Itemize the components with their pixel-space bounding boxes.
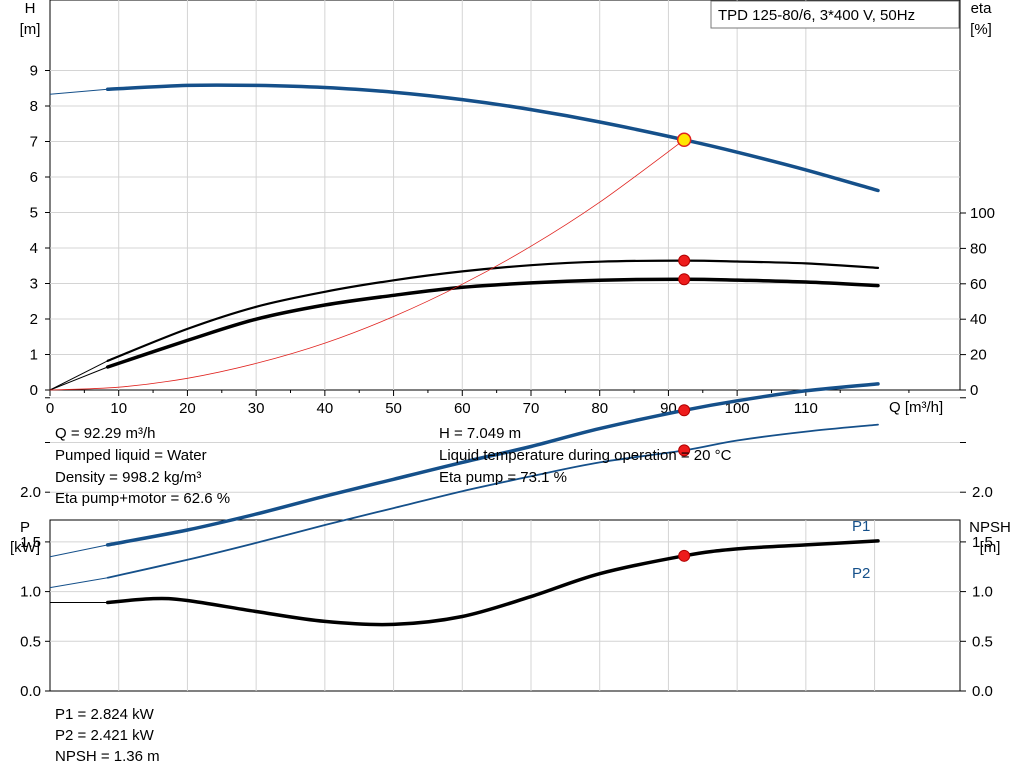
y-tick-label-right: 0.0 — [972, 683, 993, 700]
series-label-p2: P2 — [852, 565, 870, 582]
y-axis-label-left: H — [25, 0, 36, 17]
p1-readout: P1 = 2.824 kW — [55, 706, 154, 723]
curve-P1 — [105, 382, 880, 547]
y-axis-unit-right: [%] — [970, 21, 992, 38]
x-tick-label: 100 — [725, 400, 750, 417]
y-axis-label-right: eta — [971, 0, 993, 17]
x-tick-label: 30 — [248, 400, 265, 417]
x-tick-label: 0 — [46, 400, 54, 417]
y-axis-label-right: NPSH — [969, 519, 1011, 536]
y-tick-label-left: 0.0 — [20, 683, 41, 700]
temperature-readout: Liquid temperature during operation = 20… — [439, 447, 732, 464]
operating-point-marker — [678, 444, 691, 457]
y-tick-label-left: 8 — [30, 98, 38, 115]
x-tick-label: 60 — [454, 400, 471, 417]
y-tick-label-right: 80 — [970, 240, 987, 257]
y-tick-label-left: 1.0 — [20, 584, 41, 601]
y-tick-label-left: 1 — [30, 347, 38, 364]
chart-performance: 0 10 20 30 40 50 60 70 80 90 100 110012345678902040… — [20, 0, 995, 417]
curve-eta_total — [105, 277, 880, 369]
y-tick-label-right: 20 — [970, 347, 987, 364]
y-axis-unit-right: [m] — [980, 539, 1001, 556]
x-axis-label-bg — [888, 395, 958, 415]
density-readout: Density = 998.2 kg/m³ — [55, 469, 202, 486]
eta-total-readout: Eta pump+motor = 62.6 % — [55, 490, 231, 507]
y-tick-label-right: 2.0 — [972, 484, 993, 501]
pump-label-box — [710, 0, 960, 29]
y-tick-label-left: 7 — [30, 134, 38, 151]
y-tick-label-left: 4 — [30, 240, 38, 257]
y-tick-label-left: 0 — [30, 382, 38, 399]
operating-point-marker — [678, 404, 691, 417]
curve-H — [105, 83, 880, 193]
x-tick-label: 20 — [179, 400, 196, 417]
npsh-readout: NPSH = 1.36 m — [55, 748, 160, 765]
x-tick-label: 50 — [385, 400, 402, 417]
curve-extension-eta_pump — [49, 360, 108, 391]
y-tick-label-left: 6 — [30, 169, 38, 186]
y-tick-label-right: 0.5 — [972, 633, 993, 650]
operating-point-marker — [678, 254, 691, 267]
chart-power-npsh: 0.0 0.0 0.5 0.5 1.0 1.0 1.5 1.5 2.0 2.0 P [kW] NPSH [… — [10, 382, 1011, 700]
curve-extension-H — [49, 88, 108, 95]
duty-point-marker — [676, 132, 692, 148]
pumped-liquid-readout: Pumped liquid = Water — [55, 447, 207, 464]
operating-point-marker — [678, 549, 691, 562]
y-tick-label-left: 3 — [30, 276, 38, 293]
y-axis-unit-left: [m] — [20, 21, 41, 38]
curve-extension-P2 — [49, 577, 108, 589]
curve-NPSH — [105, 539, 880, 627]
pump-label: TPD 125-80/6, 3*400 V, 50Hz — [718, 7, 915, 24]
y-tick-label-left: 9 — [30, 63, 38, 80]
head-readout: H = 7.049 m — [439, 425, 522, 442]
y-axis-unit-left: [kW] — [10, 539, 40, 556]
y-tick-label-right: 60 — [970, 276, 987, 293]
x-tick-label: 10 — [110, 400, 127, 417]
y-tick-label-left: 0.5 — [20, 633, 41, 650]
x-tick-label: 40 — [317, 400, 334, 417]
y-tick-label-right: 1.5 — [972, 534, 993, 551]
operating-point-marker — [678, 273, 691, 286]
y-tick-label-right: 100 — [970, 205, 995, 222]
y-tick-label-left: 1.5 — [20, 534, 41, 551]
plot-frame — [49, 0, 961, 391]
eta-pump-readout: Eta pump = 73.1 % — [439, 469, 567, 486]
y-tick-label-right: 40 — [970, 311, 987, 328]
curve-extension-eta_total — [49, 366, 108, 391]
y-tick-label-left: 5 — [30, 205, 38, 222]
curve-P2 — [106, 423, 879, 579]
x-tick-label: 70 — [523, 400, 540, 417]
y-axis-label-left: P — [20, 519, 30, 536]
y-tick-label-left: 2.0 — [20, 484, 41, 501]
flow-readout: Q = 92.29 m³/h — [55, 425, 156, 442]
curve-system — [49, 139, 685, 391]
x-tick-label: 80 — [591, 400, 608, 417]
y-tick-label-right: 1.0 — [972, 584, 993, 601]
y-tick-label-right: 0 — [970, 382, 978, 399]
p2-readout: P2 = 2.421 kW — [55, 727, 154, 744]
x-axis-label: Q [m³/h] — [889, 399, 943, 416]
x-tick-label: 110 — [794, 400, 818, 417]
curve-extension-P1 — [49, 544, 108, 558]
y-tick-label-left: 2 — [30, 311, 38, 328]
series-label-p1: P1 — [852, 518, 870, 535]
